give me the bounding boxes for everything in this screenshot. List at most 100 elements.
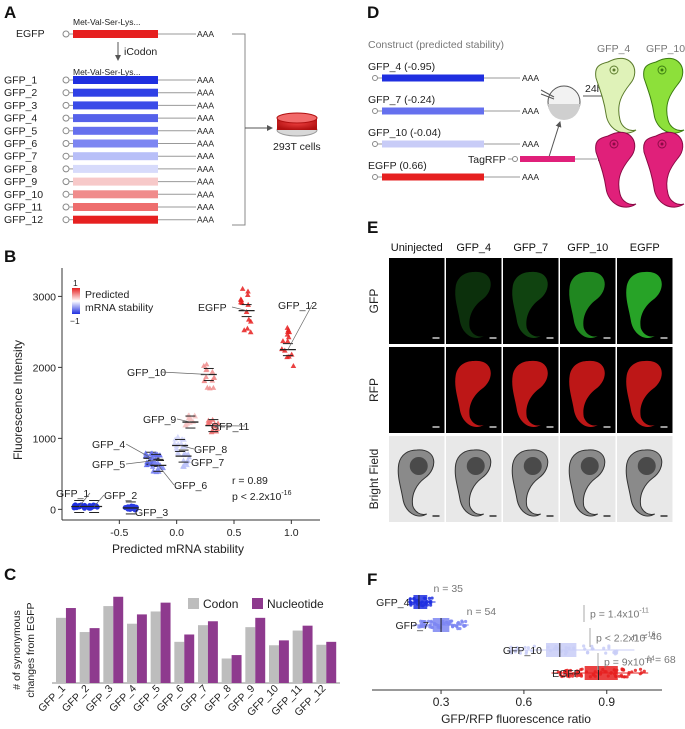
ratio-point [575, 669, 579, 673]
box [584, 666, 618, 680]
point-label: GFP_4 [92, 439, 125, 451]
scatter-point [290, 363, 297, 369]
scatter-point [211, 374, 218, 380]
cap-circle [62, 114, 70, 122]
cap-circle [62, 216, 70, 224]
cap-circle [62, 203, 70, 211]
scatter-point [245, 288, 251, 294]
tag-label: TagRFP [468, 154, 506, 166]
ratio-point [579, 674, 584, 678]
y-tick-label: 2000 [33, 362, 57, 374]
tagrfp-bar [520, 156, 575, 162]
polya-label: AAA [197, 189, 214, 199]
construct-label: GFP_9 [4, 176, 37, 188]
cap-circle [62, 190, 70, 198]
scatter-point [149, 463, 156, 469]
egfp-label: EGFP [16, 28, 45, 40]
polya-label: AAA [522, 139, 539, 149]
scatter-point [209, 368, 216, 374]
scatter-point [184, 420, 190, 426]
bar-codon [198, 625, 208, 683]
scatter-point [175, 440, 182, 446]
cap-circle [62, 178, 70, 186]
scatter-point [284, 338, 291, 344]
seq-text-variants: Met-Val-Ser-Lys... [73, 67, 141, 77]
scatter-point [243, 309, 250, 315]
egfp-cds-bar [73, 30, 158, 38]
legend-title-2: mRNA stability [85, 302, 154, 314]
scatter-point [203, 361, 210, 367]
ratio-point [579, 668, 583, 672]
bar-marks [56, 596, 337, 683]
embryo-eye [660, 142, 664, 146]
needle [540, 89, 555, 98]
x-tick-label: 0.3 [433, 695, 450, 709]
cap-circle [62, 101, 70, 109]
scatter-point [210, 384, 217, 390]
cds-bar [73, 152, 158, 161]
cap-circle [372, 174, 378, 180]
scatter-point [147, 460, 153, 466]
bar-codon [174, 641, 185, 683]
n-label: n = 35 [434, 583, 464, 595]
pvalue-base: p < 2.2x10 [596, 633, 645, 645]
column-header: GFP_4 [456, 242, 491, 254]
rfp-embryo [455, 360, 491, 428]
x-axis-title-f: GFP/RFP fluorescence ratio [441, 712, 591, 726]
embryo-gfp10-green [643, 57, 685, 134]
ratio-point [602, 646, 606, 650]
construct-header: Construct (predicted stability) [368, 39, 504, 51]
column-header: GFP_7 [513, 242, 548, 254]
point-label: GFP_8 [194, 444, 227, 456]
ratio-point [566, 674, 570, 678]
scatter-point [203, 374, 209, 380]
scatter-point [174, 446, 180, 452]
panel-a: A EGFP Met-Val-Ser-Lys... AAA iCodon Met… [4, 3, 321, 226]
polya-label: AAA [522, 73, 539, 83]
cds-bar [382, 74, 484, 82]
ratio-point [568, 668, 573, 673]
label-leader [287, 304, 313, 350]
cds-bar [73, 215, 158, 224]
scatter-point [244, 325, 251, 331]
scatter-point [160, 465, 166, 471]
ratio-point [419, 619, 423, 623]
embryo-illustrations [595, 57, 685, 208]
panel-label-c: C [4, 565, 16, 584]
scatter-point [286, 329, 293, 335]
group-label: GFP_10 [503, 645, 542, 657]
ratio-point [570, 674, 575, 678]
gfp-embryo [569, 271, 605, 339]
cap-circle [372, 141, 378, 147]
pvalue-base: p = 1.4x10 [590, 609, 639, 621]
cell-dish-icon [276, 112, 318, 137]
pvalue-exp: -11 [639, 608, 649, 615]
ratio-point [426, 619, 431, 623]
polya-label: AAA [197, 75, 214, 85]
scatter-point [215, 420, 221, 426]
label-leader [231, 306, 247, 311]
scatter-point [207, 385, 213, 391]
pvalue-label: p < 2.2x10-16 [596, 632, 656, 645]
scatter-labels: GFP_1 GFP_2 GFP_3 GFP_4 GFP_5 GFP_6 GFP_7GFP_8… [56, 300, 317, 519]
construct-label: GFP_3 [4, 100, 37, 112]
scatter-point [247, 329, 254, 335]
construct-label: GFP_5 [4, 125, 37, 137]
legend-title-1: Predicted [85, 289, 130, 301]
scatter-point [205, 420, 211, 426]
embryo-eye [657, 139, 667, 149]
legend-top: 1 [73, 278, 78, 288]
ratio-point [620, 668, 624, 672]
box [413, 595, 428, 609]
bar-codon [127, 623, 137, 683]
panel-label-e: E [367, 218, 378, 237]
construct-label: GFP_10 [4, 189, 43, 201]
legend-gradient [72, 288, 80, 314]
bar-axes: GFP_1GFP_2GFP_3GFP_4GFP_5GFP_6GFP_7GFP_8… [36, 682, 340, 719]
scatter-point [191, 412, 198, 418]
cap-circle [62, 140, 70, 147]
polya-label: AAA [522, 172, 539, 182]
ratio-point [586, 650, 590, 654]
yolk-ball [580, 457, 599, 475]
